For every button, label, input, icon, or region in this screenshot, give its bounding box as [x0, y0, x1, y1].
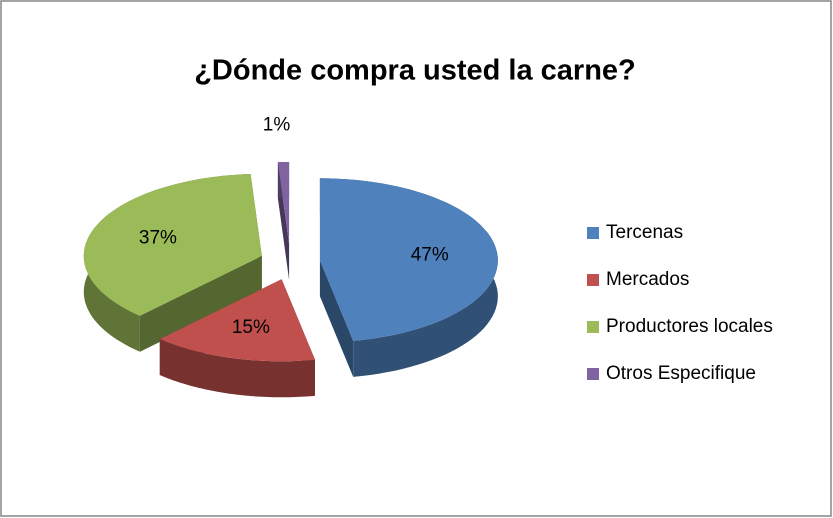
legend-swatch — [587, 227, 599, 239]
legend-swatch — [587, 368, 599, 380]
data-label: 37% — [139, 228, 177, 249]
slice — [277, 162, 290, 244]
slice-wall — [159, 339, 315, 398]
data-label: 1% — [263, 114, 291, 135]
legend-label: Mercados — [606, 269, 689, 290]
data-label: 47% — [411, 245, 449, 266]
slice — [159, 279, 315, 362]
legend-label: Productores locales — [606, 316, 773, 337]
slice — [83, 174, 262, 316]
data-label: 15% — [232, 317, 270, 338]
legend-swatch — [587, 274, 599, 286]
slice-side — [319, 260, 354, 377]
legend-label: Tercenas — [606, 222, 683, 243]
slice — [319, 178, 498, 341]
chart-title: ¿Dónde compra usted la carne? — [194, 55, 636, 87]
legend-swatch — [587, 321, 599, 333]
slice-side — [139, 255, 262, 352]
legend-label: Otros Especifique — [606, 363, 756, 384]
